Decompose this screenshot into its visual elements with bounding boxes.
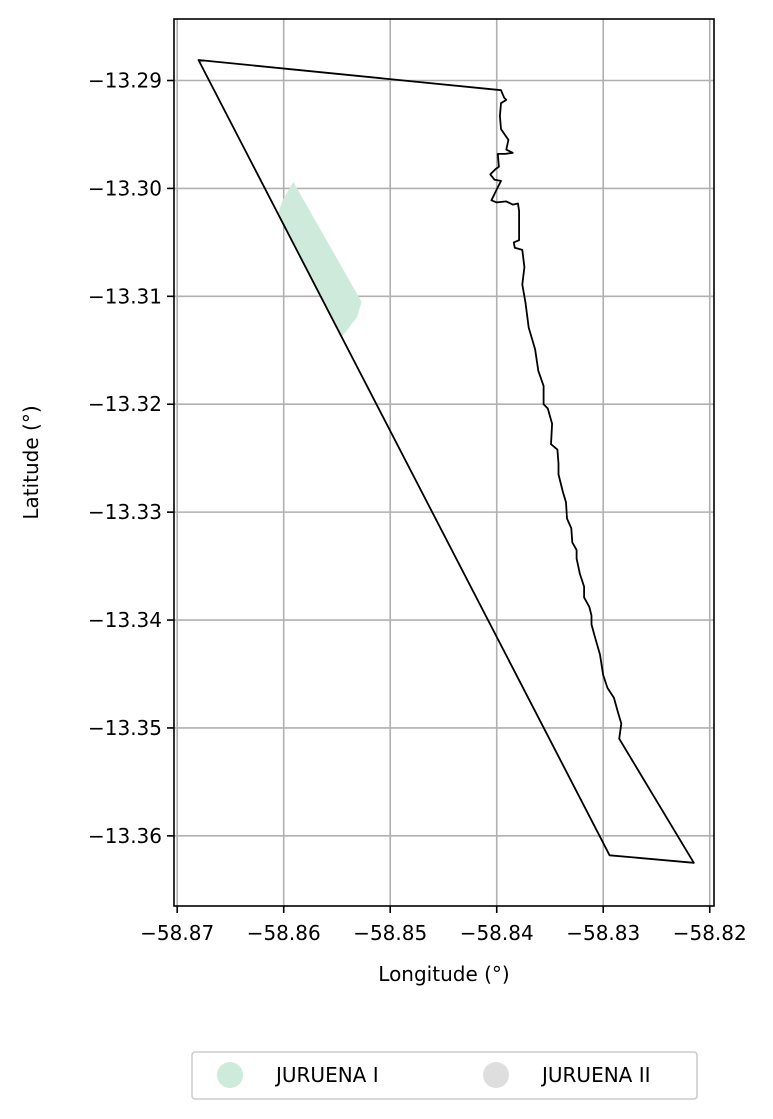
x-tick-label-1: −58.86: [247, 921, 321, 945]
x-tick-label-2: −58.85: [353, 921, 427, 945]
boundary-layer: [197, 59, 695, 864]
legend-item-0: JURUENA I: [217, 1062, 379, 1088]
y-tick-label-6: −13.35: [88, 716, 162, 740]
legend: JURUENA I JURUENA II: [191, 1051, 698, 1100]
x-axis-ticks: −58.87 −58.86 −58.85 −58.84 −58.83 −58.82: [140, 906, 747, 945]
y-axis-ticks: −13.29 −13.30 −13.31 −13.32 −13.33 −13.34 −13.…: [88, 69, 174, 848]
y-tick-label-0: −13.29: [88, 69, 162, 93]
boundary-outline: [197, 59, 695, 864]
legend-box: [191, 1051, 698, 1100]
legend-label-1: JURUENA II: [540, 1063, 651, 1087]
x-tick-label-5: −58.82: [673, 921, 747, 945]
legend-item-1: JURUENA II: [483, 1062, 651, 1088]
x-tick-label-3: −58.84: [460, 921, 534, 945]
y-tick-label-5: −13.34: [88, 608, 162, 632]
legend-swatch-0: [217, 1062, 243, 1088]
plot-frame: [173, 18, 715, 907]
y-tick-label-2: −13.31: [88, 284, 162, 308]
legend-label-0: JURUENA I: [274, 1063, 379, 1087]
y-tick-label-4: −13.33: [88, 500, 162, 524]
legend-swatch-1: [483, 1062, 509, 1088]
y-axis-title: Latitude (°): [19, 405, 43, 519]
y-tick-label-7: −13.36: [88, 824, 162, 848]
area-0: [278, 181, 362, 337]
x-tick-label-4: −58.83: [566, 921, 640, 945]
y-tick-label-3: −13.32: [88, 392, 162, 416]
area-layer: [278, 181, 362, 337]
y-tick-label-1: −13.30: [88, 176, 162, 200]
x-tick-label-0: −58.87: [140, 921, 214, 945]
x-axis-title: Longitude (°): [378, 962, 509, 986]
grid: [174, 19, 714, 906]
